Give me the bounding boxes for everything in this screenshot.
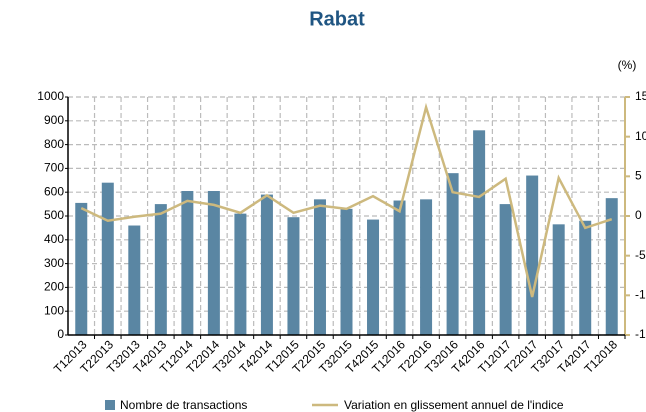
y2-tick-label: -15 xyxy=(635,327,646,341)
bar xyxy=(499,204,512,335)
bar xyxy=(605,198,618,335)
y-tick-label: 500 xyxy=(44,208,64,222)
bar xyxy=(260,194,273,335)
y-tick-label: 700 xyxy=(44,161,64,175)
bar xyxy=(207,191,220,335)
bar xyxy=(128,225,141,335)
bar xyxy=(181,191,194,335)
chart-title: Rabat xyxy=(309,8,365,30)
bar xyxy=(234,213,247,335)
y2-tick-label: 15 xyxy=(635,89,646,103)
y-tick-label: 400 xyxy=(44,232,64,246)
y2-tick-label: 0 xyxy=(635,208,642,222)
y2-tick-label: -5 xyxy=(635,248,646,262)
y-tick-label: 900 xyxy=(44,113,64,127)
bar xyxy=(340,208,353,335)
bar xyxy=(526,175,539,335)
y-tick-label: 600 xyxy=(44,184,64,198)
y-tick-label: 800 xyxy=(44,137,64,151)
y2-tick-label: -10 xyxy=(635,288,646,302)
bar xyxy=(446,173,459,335)
bar xyxy=(552,224,565,335)
y-tick-label: 100 xyxy=(44,303,64,317)
legend-label: Nombre de transactions xyxy=(120,398,247,412)
bar xyxy=(287,217,300,335)
line xyxy=(80,102,613,298)
legend-swatch xyxy=(105,400,115,410)
legend-label: Variation en glissement annuel de l'indi… xyxy=(344,398,564,412)
bar xyxy=(579,220,592,335)
y-tick-label: 1000 xyxy=(37,89,64,103)
y-tick-label: 300 xyxy=(44,256,64,270)
bar xyxy=(75,202,88,335)
y2-tick-label: 5 xyxy=(635,169,642,183)
bar xyxy=(473,130,486,335)
y2-unit: (%) xyxy=(618,58,637,72)
bar xyxy=(154,204,167,335)
bar xyxy=(420,199,433,335)
y2-tick-label: 10 xyxy=(635,129,646,143)
bar xyxy=(101,182,114,335)
y-tick-label: 200 xyxy=(44,280,64,294)
bar xyxy=(367,219,380,335)
y-tick-label: 0 xyxy=(57,327,64,341)
bar xyxy=(393,200,406,335)
bar xyxy=(313,199,326,335)
